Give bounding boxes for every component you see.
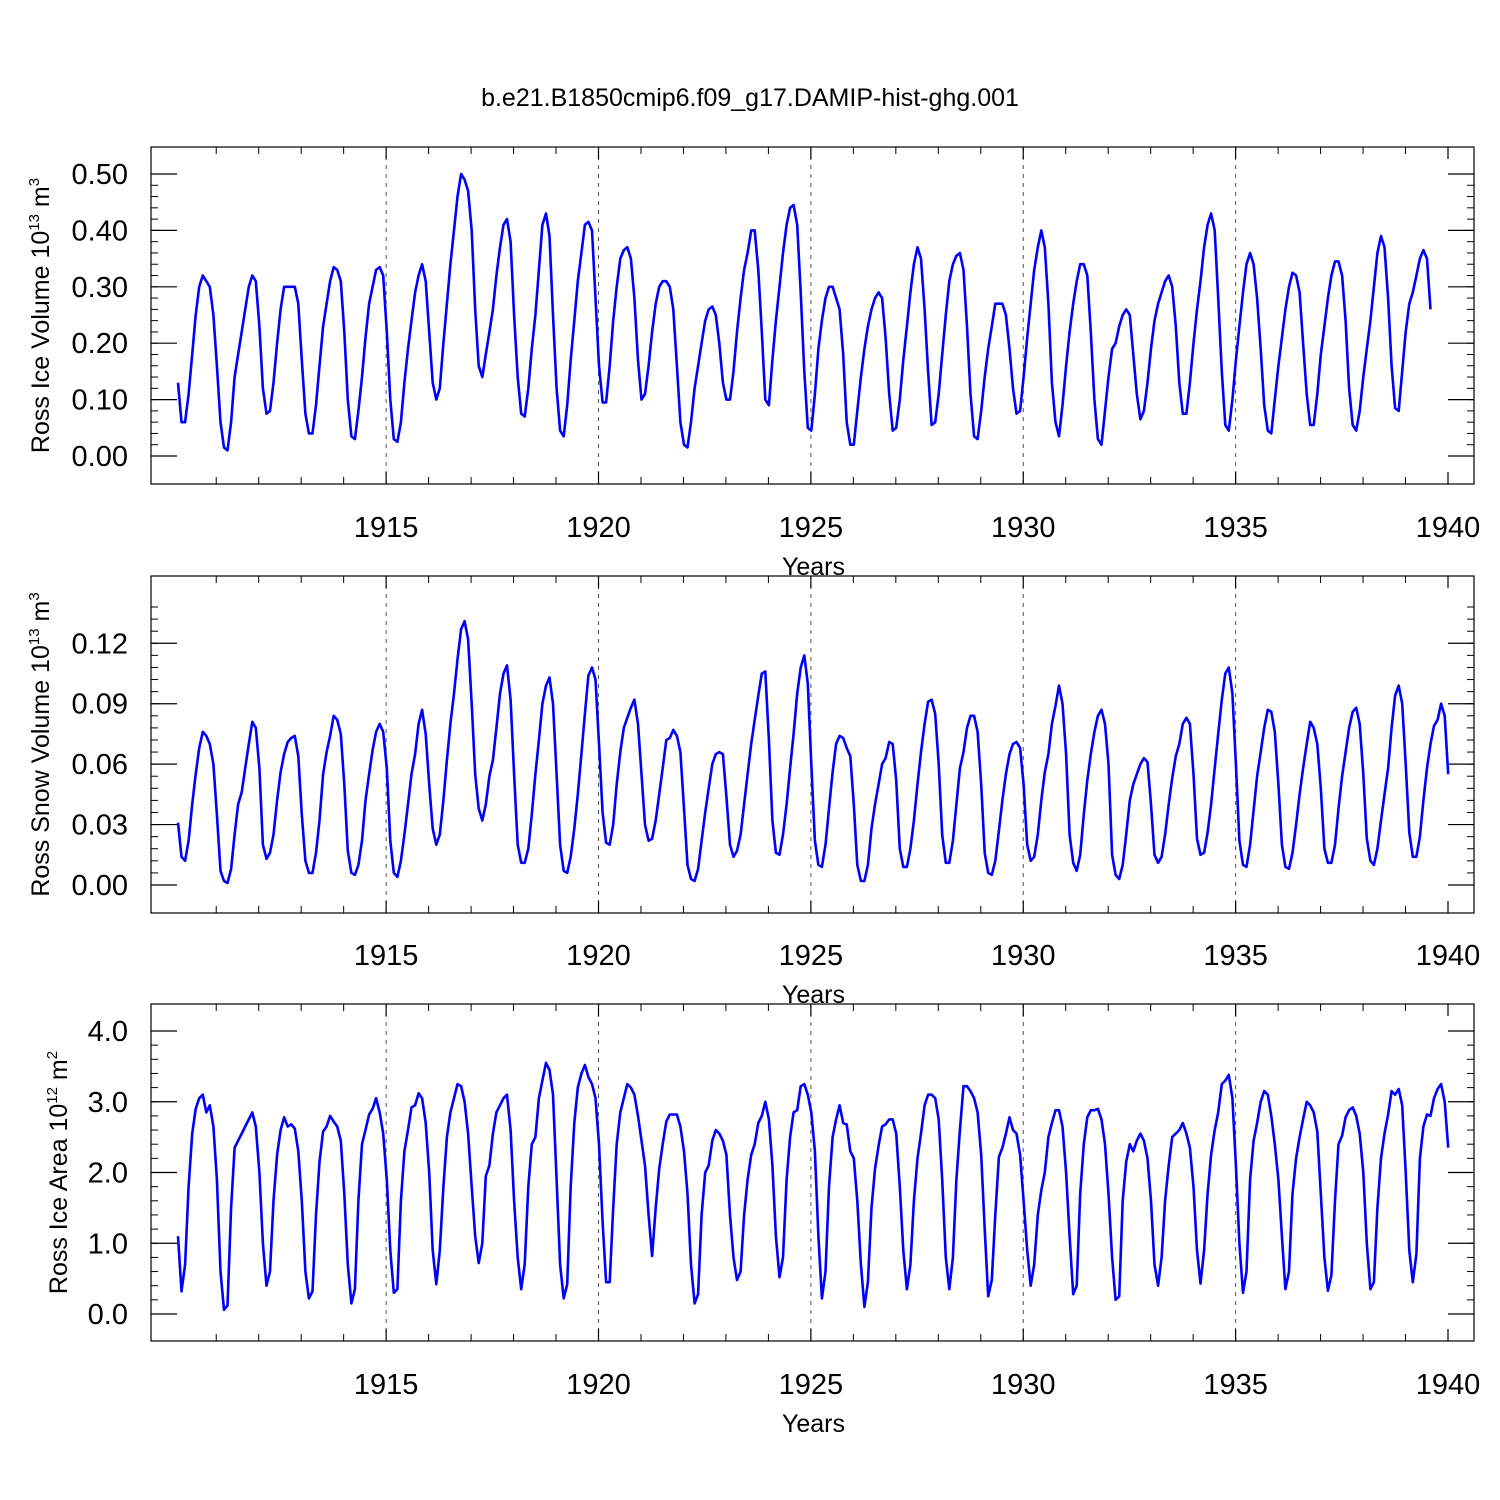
x-axis-title: Years	[782, 981, 845, 1009]
x-tick-label: 1920	[566, 512, 631, 544]
y-tick-label: 1.0	[88, 1228, 128, 1260]
x-tick-label: 1930	[991, 1369, 1056, 1401]
x-tick-label: 1915	[354, 940, 419, 972]
y-tick-label: 0.12	[72, 628, 128, 660]
x-tick-label: 1940	[1416, 1369, 1481, 1401]
y-tick-label: 0.00	[72, 870, 128, 902]
x-tick-label: 1930	[991, 940, 1056, 972]
x-tick-label: 1915	[354, 512, 419, 544]
series-line	[176, 1061, 1450, 1312]
y-tick-label: 0.40	[72, 215, 128, 247]
series-line	[176, 172, 1432, 452]
x-tick-label: 1920	[566, 940, 631, 972]
x-tick-label: 1925	[779, 1369, 844, 1401]
x-axis-title: Years	[782, 553, 845, 581]
y-tick-label: 0.20	[72, 328, 128, 360]
y-tick-label: 0.30	[72, 272, 128, 304]
x-tick-label: 1920	[566, 1369, 631, 1401]
x-axis-title: Years	[782, 1410, 845, 1438]
x-tick-label: 1930	[991, 512, 1056, 544]
y-tick-label: 2.0	[88, 1158, 128, 1190]
x-tick-label: 1925	[779, 940, 844, 972]
y-tick-label: 0.00	[72, 441, 128, 473]
y-tick-label: 0.03	[72, 810, 128, 842]
x-tick-label: 1940	[1416, 512, 1481, 544]
x-tick-label: 1935	[1203, 940, 1268, 972]
y-tick-label: 0.50	[72, 159, 128, 191]
x-tick-label: 1935	[1203, 512, 1268, 544]
y-tick-label: 0.10	[72, 385, 128, 417]
x-tick-label: 1925	[779, 512, 844, 544]
y-tick-label: 0.0	[88, 1299, 128, 1331]
plot-frame	[150, 146, 1475, 485]
y-tick-label: 4.0	[88, 1016, 128, 1048]
panel-3: 1915 1920 1925 1930 1935 1940 0.0 1.0 2.0 3.0 4.0 Y…	[44, 1003, 1481, 1438]
y-tick-label: 0.06	[72, 749, 128, 781]
x-tick-label: 1935	[1203, 1369, 1268, 1401]
y-axis-title: Ross Ice Volume 1013 m3	[26, 178, 55, 453]
y-tick-label: 3.0	[88, 1087, 128, 1119]
y-axis-title: Ross Snow Volume 1013 m3	[26, 592, 55, 896]
y-axis-title: Ross Ice Area 1012 m2	[44, 1051, 73, 1294]
y-tick-label: 0.09	[72, 689, 128, 721]
panel-1: 1915 1920 1925 1930 1935 1940 0.00 0.10 0.20 0.30…	[26, 146, 1481, 581]
panel-2: 1915 1920 1925 1930 1935 1940 0.00 0.03 0.06 0.09…	[26, 575, 1481, 1009]
series-line	[176, 619, 1450, 885]
figure-title: b.e21.B1850cmip6.f09_g17.DAMIP-hist-ghg.…	[481, 84, 1019, 112]
plot-frame	[150, 575, 1475, 914]
x-tick-label: 1940	[1416, 940, 1481, 972]
x-tick-label: 1915	[354, 1369, 419, 1401]
